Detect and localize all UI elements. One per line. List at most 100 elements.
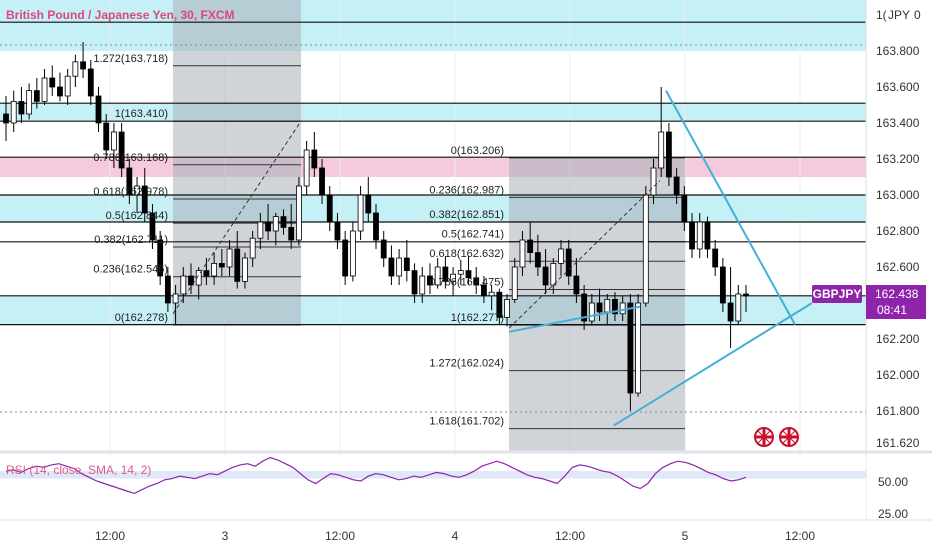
candle-body-89 — [689, 221, 695, 250]
currency-suffix: 0 — [914, 8, 921, 22]
candle-body-13 — [103, 122, 110, 151]
trendline-lower-triangle[interactable] — [613, 302, 813, 427]
price-tick-7: 162.200 — [876, 332, 920, 346]
candle-body-74 — [573, 275, 580, 295]
fib-2-label-5: 0.786(162.475) — [429, 277, 504, 289]
price-tag-value: 162.438 — [875, 287, 919, 301]
candle-body-40 — [311, 149, 318, 169]
candle-body-27 — [211, 262, 218, 277]
time-axis-bg[interactable] — [0, 520, 932, 550]
fib-1-label-0: 1.272(163.718) — [93, 53, 168, 65]
candle-body-39 — [303, 149, 310, 187]
candle-body-10 — [80, 61, 86, 70]
time-tick-4: 12:00 — [555, 529, 585, 543]
candle-body-57 — [442, 266, 449, 282]
trendline-base[interactable] — [508, 305, 641, 333]
fib2-diagonal[interactable] — [508, 180, 661, 329]
candle-body-83 — [642, 194, 649, 304]
candle-body-3 — [26, 90, 33, 115]
candle-body-25 — [195, 270, 202, 286]
candle-body-76 — [588, 302, 595, 322]
candle-body-18 — [141, 185, 148, 214]
candle-body-87 — [673, 176, 680, 196]
candle-body-41 — [319, 167, 325, 196]
candle-body-17 — [134, 185, 140, 196]
candle-body-8 — [64, 75, 71, 97]
candle-body-91 — [704, 221, 711, 250]
candle-body-68 — [527, 239, 534, 253]
candle-body-1 — [10, 101, 17, 124]
candle-body-23 — [180, 275, 187, 295]
rsi-tick-25: 25.00 — [878, 507, 908, 521]
currency-prefix: 1( — [876, 8, 887, 22]
candle-body-37 — [288, 226, 295, 241]
price-axis-bg[interactable] — [866, 0, 932, 520]
time-axis-ticks: 12:00 3 12:00 4 12:00 5 12:00 — [95, 529, 815, 543]
rsi-line — [5, 456, 747, 495]
rsi-tick-50: 50.00 — [878, 475, 908, 489]
symbol-tag-bg — [812, 285, 862, 303]
candle-body-69 — [534, 252, 541, 268]
fib-1-label-1: 1(163.410) — [115, 108, 168, 120]
candle-body-93 — [719, 266, 726, 304]
fib-1-label-5: 0.382(162.711) — [94, 234, 168, 246]
zone-cyan-0 — [0, 0, 866, 51]
candle-body-43 — [334, 221, 341, 241]
fib-2-label-2: 0.382(162.851) — [429, 209, 504, 221]
time-tick-0: 12:00 — [95, 529, 125, 543]
candle-body-80 — [619, 302, 626, 315]
price-tag-bg — [866, 285, 926, 319]
candle-body-71 — [550, 262, 557, 286]
fib-2-label-7: 1.272(162.024) — [429, 358, 504, 370]
candle-body-61 — [473, 277, 480, 286]
candle-body-15 — [118, 131, 125, 169]
candle-body-38 — [296, 185, 302, 241]
time-tick-2: 12:00 — [325, 529, 355, 543]
candle-body-66 — [511, 266, 518, 300]
time-tick-1: 3 — [222, 529, 229, 543]
fib-1-label-4: 0.5(162.844) — [106, 210, 168, 222]
time-tick-6: 12:00 — [785, 529, 815, 543]
candle-body-79 — [612, 298, 618, 315]
candle-body-32 — [249, 237, 256, 259]
candle-body-22 — [172, 293, 179, 304]
rsi-band — [0, 471, 866, 479]
trendlines-layer[interactable] — [172, 90, 813, 427]
candle-body-75 — [581, 293, 588, 322]
bar-countdown: 08:41 — [877, 303, 907, 317]
last-price-tag[interactable]: GBPJPY 162.438 08:41 — [812, 285, 926, 319]
rsi-pane-bg — [0, 455, 866, 520]
gbp-flag-icon[interactable] — [754, 427, 774, 447]
candle-body-29 — [226, 248, 233, 268]
trendline-upper-triangle[interactable] — [665, 90, 796, 326]
candle-body-2 — [18, 101, 25, 115]
candle-body-52 — [403, 257, 410, 271]
fib-2-label-3: 0.5(162.741) — [442, 229, 504, 241]
candle-body-11 — [87, 68, 94, 97]
candle-body-4 — [33, 90, 40, 102]
candle-body-77 — [596, 302, 603, 313]
price-tick-1: 163.600 — [876, 80, 920, 94]
candle-body-94 — [727, 302, 734, 322]
rsi-label: RSI (14, close, SMA, 14, 2) — [6, 463, 151, 477]
candle-body-65 — [504, 298, 510, 318]
candle-body-28 — [218, 262, 225, 268]
candle-body-16 — [126, 167, 133, 196]
candle-body-82 — [635, 302, 641, 394]
currency-label: 1( JPY 0 — [876, 8, 921, 22]
price-tick-9: 161.800 — [876, 404, 920, 418]
candle-body-72 — [558, 248, 564, 264]
candle-body-67 — [519, 239, 526, 268]
candle-body-64 — [496, 291, 503, 318]
candle-body-55 — [427, 275, 433, 286]
candle-body-60 — [465, 270, 472, 279]
jpy-flag-icon[interactable] — [779, 427, 799, 447]
price-axis-ticks: 163.800 163.600 163.400 163.200 163.000 162.8… — [876, 44, 920, 450]
candle-body-30 — [234, 248, 241, 282]
fib1-diagonal[interactable] — [172, 120, 302, 315]
candle-body-44 — [342, 239, 349, 277]
candle-body-58 — [450, 273, 456, 282]
candle-body-54 — [419, 275, 426, 295]
